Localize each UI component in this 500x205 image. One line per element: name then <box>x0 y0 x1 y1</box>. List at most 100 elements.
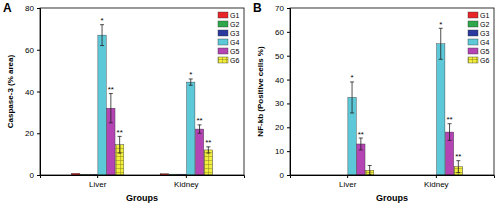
legend-label: G2 <box>480 21 489 28</box>
annotations: ********** <box>100 16 211 147</box>
tick: Kidney <box>174 175 198 189</box>
tick-mark <box>287 103 290 104</box>
error-cap <box>350 112 354 113</box>
tick-label: 0 <box>280 171 285 180</box>
plot-area <box>348 28 463 175</box>
tick: Liver <box>89 175 107 189</box>
legend-swatch <box>218 57 228 63</box>
error-bar <box>350 82 354 113</box>
error-cap <box>206 153 210 154</box>
significance-label: ** <box>117 128 123 137</box>
legend-swatch <box>468 57 478 63</box>
tick-label: Liver <box>339 180 357 189</box>
legend-swatch <box>218 30 228 36</box>
error-bar <box>198 125 202 133</box>
legend-swatch <box>468 21 478 27</box>
tick-mark <box>436 175 437 178</box>
error-line <box>449 124 450 141</box>
error-line <box>360 138 361 150</box>
significance-label: * <box>189 70 192 79</box>
tick: 60 <box>275 28 290 37</box>
legend-swatch <box>468 48 478 54</box>
error-line <box>190 79 191 85</box>
axis-line <box>291 176 495 179</box>
legend-label: G4 <box>230 39 239 46</box>
y-axis-title: NF-kb (Positive cells %) <box>256 46 265 137</box>
x-axis: Liver Kidney <box>41 175 245 189</box>
plot-frame <box>40 8 244 175</box>
tick-label: Kidney <box>424 180 448 189</box>
significance-label: * <box>439 20 442 29</box>
panel: ********010203040506070LiverKidneyGroups… <box>256 4 495 203</box>
tick: 50 <box>275 52 290 61</box>
legend-label: G5 <box>480 48 489 55</box>
legend-label: G6 <box>480 57 489 64</box>
tick: 20 <box>25 129 40 138</box>
error-cap <box>456 172 460 173</box>
error-bar <box>109 94 113 123</box>
panel: **********020406080LiverKidneyGroupsCasp… <box>6 4 245 203</box>
tick: 40 <box>275 76 290 85</box>
error-line <box>352 82 353 113</box>
tick: Kidney <box>424 175 448 189</box>
tick-mark <box>287 8 290 9</box>
tick: 40 <box>25 88 40 97</box>
axis-line <box>37 9 41 176</box>
error-cap <box>100 45 104 46</box>
error-bar <box>189 79 193 85</box>
significance-label: ** <box>196 116 202 125</box>
tick-mark <box>287 175 290 176</box>
tick-label: 0 <box>30 171 35 180</box>
tick-mark <box>347 175 348 178</box>
error-bar <box>118 136 122 153</box>
y-axis: 0 10 20 30 40 50 60 70 <box>275 4 290 180</box>
significance-label: * <box>350 73 353 82</box>
tick-label: 70 <box>275 4 284 13</box>
tick-label: 20 <box>275 123 284 132</box>
tick-label: 20 <box>25 129 34 138</box>
error-bar <box>448 124 452 141</box>
legend: G1G2G3G4G5G6 <box>468 12 489 64</box>
tick-mark <box>287 80 290 81</box>
x-axis-title: Groups <box>376 193 408 203</box>
significance-label: ** <box>108 85 114 94</box>
error-cap <box>359 149 363 150</box>
tick-label: 60 <box>275 28 284 37</box>
legend-label: G5 <box>230 48 239 55</box>
tick-label: Liver <box>89 180 107 189</box>
bar <box>187 82 195 175</box>
error-cap <box>189 85 193 86</box>
legend-swatch <box>468 39 478 45</box>
error-bar <box>206 147 210 153</box>
annotations: ******** <box>350 20 461 161</box>
error-cap <box>109 122 113 123</box>
tick-mark <box>97 175 98 178</box>
error-bar <box>439 28 443 59</box>
tick: 0 <box>30 171 40 180</box>
chart: **********020406080LiverKidneyGroupsCasp… <box>0 0 500 205</box>
tick-label: Kidney <box>174 180 198 189</box>
error-line <box>199 125 200 133</box>
error-cap <box>368 165 372 166</box>
y-axis-title: Caspase-3 (% area) <box>6 54 15 128</box>
error-bar <box>100 25 104 46</box>
tick-mark <box>287 56 290 57</box>
tick-mark <box>37 92 40 93</box>
legend-swatch <box>218 39 228 45</box>
bar <box>98 35 106 175</box>
tick-mark <box>37 133 40 134</box>
tick-label: 40 <box>275 76 284 85</box>
plot-frame <box>290 8 494 175</box>
error-line <box>119 136 120 153</box>
legend-label: G6 <box>230 57 239 64</box>
tick: 30 <box>275 99 290 108</box>
tick: 10 <box>275 147 290 156</box>
tick: 70 <box>275 4 290 13</box>
error-line <box>102 25 103 46</box>
legend-swatch <box>218 21 228 27</box>
bar <box>437 44 445 175</box>
legend-swatch <box>468 12 478 18</box>
tick-label: 30 <box>275 99 284 108</box>
tick-label: 40 <box>25 88 34 97</box>
error-line <box>458 161 459 173</box>
